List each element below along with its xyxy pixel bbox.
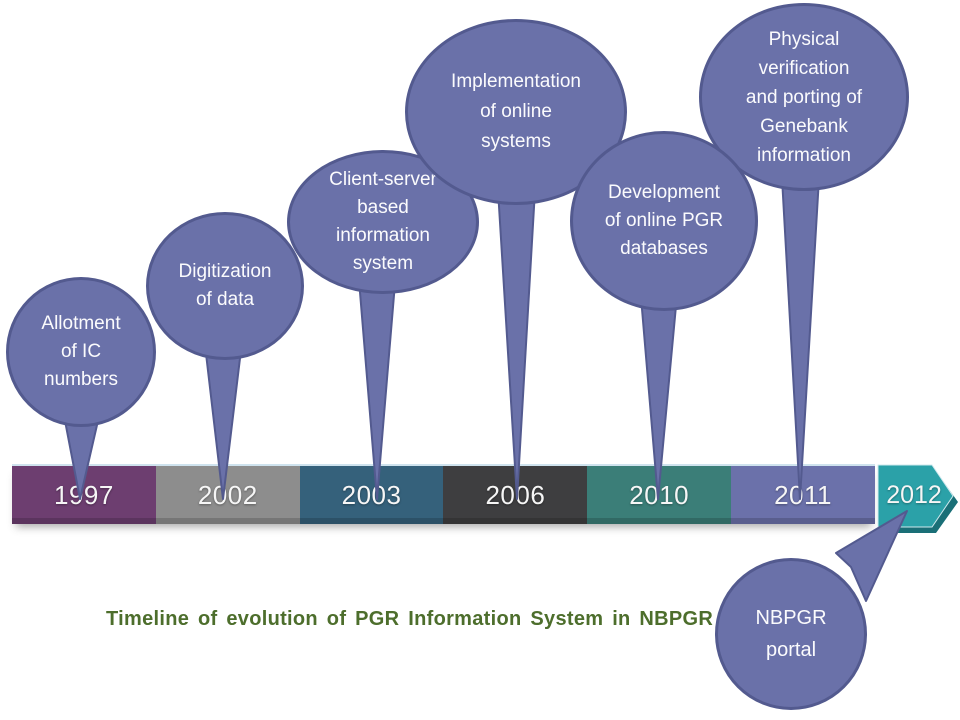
balloon-text-line: system — [352, 253, 414, 274]
balloon-text-line: of online — [480, 101, 552, 122]
balloon-text-line: information — [336, 225, 430, 246]
balloon-physical-verification-genebank: Physical verification and porting of Gen… — [699, 3, 909, 191]
balloon-text-line: and porting of — [745, 86, 863, 108]
timeline-segment-1997: 1997 — [12, 466, 156, 524]
balloon-text-line: portal — [765, 639, 817, 661]
balloon-text-line: Genebank — [760, 115, 848, 137]
balloon-text-line: verification — [758, 57, 850, 79]
balloon-text-line: of online PGR — [604, 210, 724, 231]
balloon-text-line: of data — [195, 289, 255, 310]
balloon-tail-implementation — [497, 189, 536, 500]
balloon-text-line: Allotment — [41, 313, 121, 334]
year-label: 1997 — [53, 479, 114, 510]
balloon-text-line: Implementation — [451, 71, 581, 92]
balloon-development-pgr-databases: Development of online PGR databases — [570, 131, 758, 311]
balloon-text-line: Digitization — [178, 261, 272, 282]
balloon-text-line: numbers — [44, 369, 118, 390]
balloon-text-line: information — [757, 144, 851, 166]
balloon-implementation-online-systems: Implementation of online systems — [405, 19, 627, 205]
timeline-bar: 1997 2002 2003 2006 2010 2011 — [12, 464, 875, 524]
year-label: 2002 — [197, 479, 258, 510]
balloon-digitization-of-data: Digitization of data — [146, 212, 304, 360]
year-label: 2003 — [341, 479, 402, 510]
year-label: 2010 — [629, 479, 690, 510]
balloon-text-line: systems — [481, 131, 551, 152]
timeline-segment-2003: 2003 — [299, 466, 444, 524]
balloon-allotment-ic-numbers: Allotment of IC numbers — [6, 277, 156, 427]
balloon-nbpgr-portal: NBPGR portal — [715, 558, 867, 710]
timeline-segment-2006: 2006 — [443, 466, 588, 524]
balloon-text-line: based — [357, 197, 409, 218]
balloon-text-line: databases — [620, 238, 708, 259]
timeline-segment-2002: 2002 — [155, 466, 300, 524]
balloon-text-line: NBPGR — [755, 607, 827, 629]
timeline-segment-2011: 2011 — [731, 466, 875, 524]
diagram-caption: Timeline of evolution of PGR Information… — [106, 608, 714, 630]
balloon-tail-physical — [781, 177, 820, 500]
balloon-text-line: Client-server — [329, 169, 437, 190]
balloon-text-line: Physical — [768, 28, 840, 50]
timeline-segment-2010: 2010 — [587, 466, 732, 524]
year-label: 2011 — [774, 479, 833, 510]
year-label: 2006 — [485, 479, 546, 510]
balloon-text-line: Development — [608, 182, 720, 203]
balloon-text-line: of IC — [60, 341, 102, 362]
year-label-2012: 2012 — [886, 480, 942, 509]
